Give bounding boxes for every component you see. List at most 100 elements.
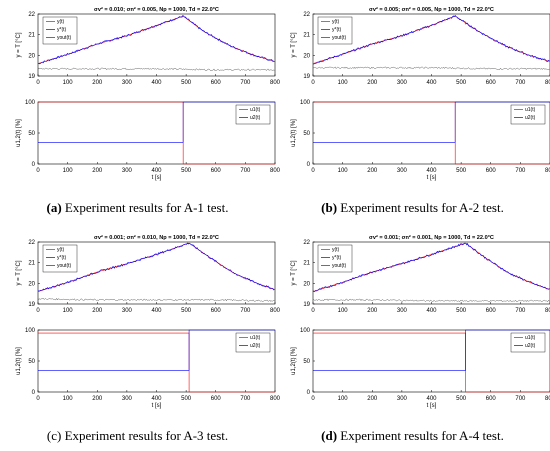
x-tick-label: 400 — [151, 396, 162, 402]
legend: u1(t) u2(t) — [235, 332, 271, 353]
x-tick-label: 700 — [240, 308, 251, 314]
plot-area — [312, 329, 550, 393]
x-tick-label: 400 — [426, 80, 437, 86]
caption-a-text: Experiment results for A-1 test. — [61, 200, 229, 215]
y-axis-label: u1,2(t) [%] — [16, 347, 22, 375]
series-line-2 — [312, 298, 550, 303]
x-tick-label: 500 — [456, 168, 467, 174]
plot-area — [37, 329, 276, 393]
chart-3: 0 100 200 300 400 500 600 700 800 0 50 100 t [s] u1,2… — [291, 100, 550, 181]
y-tick-label: 20 — [303, 53, 310, 59]
x-tick-label: 400 — [151, 308, 162, 314]
chart-7: 0 100 200 300 400 500 600 700 800 0 50 100 t [s] u1,2… — [291, 328, 550, 409]
x-tick-label: 300 — [397, 168, 408, 174]
chart-0: 0 100 200 300 400 500 600 700 800 19 20 21 22 σv² = 0… — [16, 6, 281, 86]
x-axis-label: t [s] — [152, 403, 162, 409]
series-line-2 — [37, 297, 275, 302]
x-tick-label: 200 — [92, 168, 103, 174]
series-line-1 — [312, 14, 550, 65]
y-tick-label: 100 — [300, 328, 311, 334]
legend-label: u1(t) — [250, 107, 261, 113]
x-tick-label: 300 — [122, 396, 133, 402]
x-tick-label: 100 — [338, 168, 349, 174]
legend: u1(t) u2(t) — [510, 104, 546, 125]
x-tick-label: 500 — [181, 308, 192, 314]
x-tick-label: 500 — [456, 396, 467, 402]
caption-c-label: (c) — [46, 428, 62, 443]
series-line-1 — [313, 101, 550, 143]
caption-c-text: Experiment results for A-3 test. — [61, 428, 229, 443]
x-tick-label: 600 — [211, 168, 222, 174]
x-tick-label: 100 — [338, 80, 349, 86]
y-tick-label: 19 — [303, 302, 310, 308]
caption-b-text: Experiment results for A-2 test. — [337, 200, 504, 215]
series-line-2 — [312, 66, 550, 70]
x-tick-label: 700 — [515, 396, 526, 402]
caption-d-label: (d) — [321, 428, 338, 443]
series-line-1 — [38, 101, 275, 143]
x-tick-label: 800 — [270, 308, 281, 314]
y-tick-label: 0 — [307, 162, 311, 168]
x-tick-label: 0 — [36, 168, 40, 174]
legend-label: yout(t) — [332, 35, 347, 41]
x-tick-label: 200 — [367, 168, 378, 174]
caption-a: (a) Experiment results for A-1 test. — [0, 200, 275, 216]
legend: u1(t) u2(t) — [510, 332, 546, 353]
y-tick-label: 20 — [28, 281, 35, 287]
y-axis-label: u1,2(t) [%] — [16, 119, 22, 147]
x-tick-label: 100 — [63, 308, 74, 314]
legend-label: y*(t) — [332, 27, 342, 33]
x-tick-label: 600 — [211, 308, 222, 314]
x-tick-label: 400 — [426, 308, 437, 314]
legend: y(t) y*(t) yout(t) — [317, 16, 353, 45]
x-tick-label: 600 — [486, 308, 497, 314]
series-line-1 — [312, 242, 550, 293]
x-tick-label: 0 — [311, 168, 315, 174]
x-tick-label: 800 — [270, 80, 281, 86]
x-tick-label: 0 — [36, 80, 40, 86]
caption-b-label: (b) — [321, 200, 338, 215]
y-tick-label: 22 — [28, 12, 35, 18]
legend-label: y(t) — [57, 247, 65, 253]
x-tick-label: 100 — [63, 168, 74, 174]
x-axis-label: t [s] — [427, 175, 437, 181]
chart-title: σv² = 0.001; σn² = 0.001, Np = 1000, Td … — [369, 234, 494, 241]
y-tick-label: 21 — [28, 261, 35, 267]
x-tick-label: 300 — [122, 168, 133, 174]
y-tick-label: 22 — [303, 240, 310, 246]
x-tick-label: 700 — [515, 80, 526, 86]
chart-4: 0 100 200 300 400 500 600 700 800 19 20 21 22 σv² = 0… — [16, 234, 281, 314]
plot-area — [312, 241, 550, 305]
x-tick-label: 300 — [397, 396, 408, 402]
y-tick-label: 50 — [303, 131, 310, 137]
caption-a-label: (a) — [46, 200, 62, 215]
caption-d: (d) Experiment results for A-4 test. — [275, 428, 550, 444]
y-tick-label: 21 — [303, 33, 310, 39]
x-axis-label: t [s] — [427, 403, 437, 409]
y-tick-label: 22 — [28, 240, 35, 246]
x-tick-label: 200 — [92, 80, 103, 86]
x-tick-label: 500 — [456, 308, 467, 314]
plot-area — [37, 241, 276, 305]
y-tick-label: 100 — [300, 100, 311, 106]
y-axis-label: y = T [°C] — [16, 260, 22, 285]
chart-2: 0 100 200 300 400 500 600 700 800 19 20 21 22 σv² = 0… — [291, 6, 550, 86]
y-tick-label: 50 — [303, 359, 310, 365]
y-tick-label: 100 — [25, 100, 36, 106]
caption-b: (b) Experiment results for A-2 test. — [275, 200, 550, 216]
plot-area — [37, 101, 276, 165]
y-tick-label: 50 — [28, 359, 35, 365]
x-tick-label: 600 — [486, 396, 497, 402]
x-tick-label: 700 — [515, 168, 526, 174]
y-axis-label: u1,2(t) [%] — [291, 347, 297, 375]
x-tick-label: 200 — [367, 396, 378, 402]
legend-label: u2(t) — [250, 343, 261, 349]
chart-title: σv² = 0.010; σn² = 0.005, Np = 1000, Td … — [94, 6, 219, 13]
series-line-1 — [313, 329, 550, 371]
legend: u1(t) u2(t) — [235, 104, 271, 125]
plot-area — [312, 13, 550, 77]
y-axis-label: y = T [°C] — [291, 32, 297, 57]
caption-c: (c) Experiment results for A-3 test. — [0, 428, 275, 444]
x-tick-label: 600 — [486, 168, 497, 174]
